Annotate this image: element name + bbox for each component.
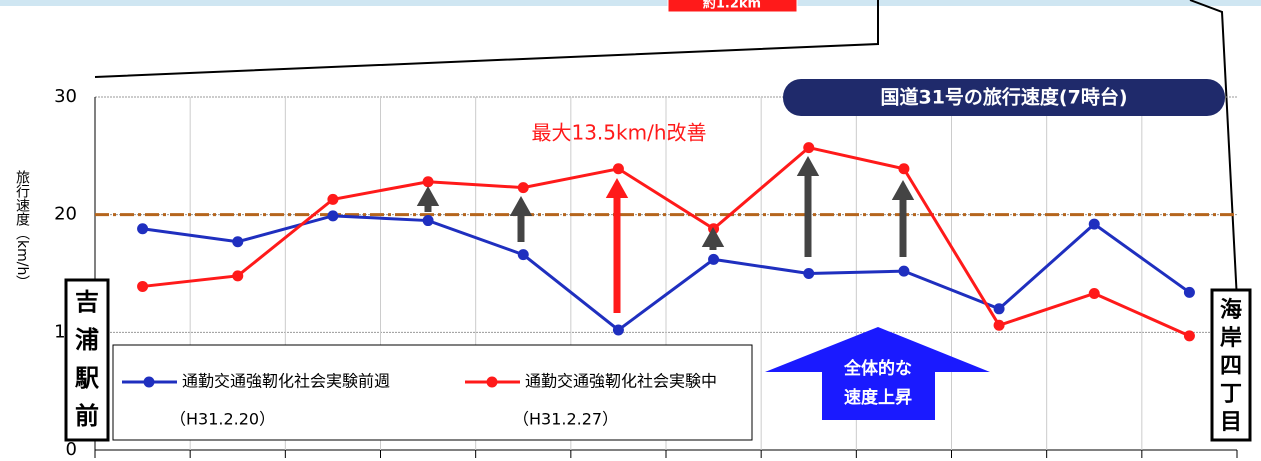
legend-marker	[486, 376, 498, 388]
leader-line	[1189, 0, 1238, 301]
arrow-head	[509, 196, 533, 216]
data-point	[1088, 218, 1100, 230]
y-tick-label: 30	[54, 86, 77, 107]
arrow-head	[605, 178, 629, 198]
stop-label: 海岸四丁目	[1220, 297, 1242, 435]
arrow-head	[891, 180, 915, 200]
data-point	[898, 163, 910, 175]
data-point	[232, 236, 244, 248]
data-point	[993, 303, 1005, 315]
legend-label: 通勤交通強靭化社会実験前週	[182, 372, 390, 391]
data-point	[327, 210, 339, 222]
arrow-head	[416, 186, 440, 206]
data-point	[1183, 286, 1195, 298]
legend-period: （H31.2.20）	[170, 410, 275, 429]
data-point	[612, 163, 624, 175]
data-point	[708, 253, 720, 265]
data-point	[803, 142, 815, 154]
data-point	[612, 324, 624, 336]
distance-box	[667, 0, 798, 13]
stop-box	[1210, 288, 1252, 442]
data-point	[803, 268, 815, 279]
y-tick-label: 20	[54, 204, 77, 225]
legend-period: （H31.2.27）	[513, 410, 618, 429]
legend-label: 通勤交通強靭化社会実験中	[525, 372, 717, 391]
arrow-head	[796, 156, 820, 176]
y-tick-label: 0	[66, 439, 77, 460]
legend	[112, 344, 753, 441]
data-point	[517, 182, 529, 194]
annotation: 最大13.5km/h改善	[531, 121, 706, 145]
data-point	[1088, 288, 1100, 300]
data-point	[137, 280, 149, 292]
stop-box	[64, 278, 110, 442]
data-point	[898, 265, 910, 277]
data-point	[517, 249, 529, 261]
data-point	[422, 176, 434, 188]
data-point	[993, 319, 1005, 331]
data-point	[232, 270, 244, 282]
title-pill	[783, 79, 1225, 116]
data-point	[1183, 330, 1195, 342]
y-axis-label: 旅行速度（km/h）	[14, 170, 30, 289]
annotation: 全体的な	[843, 358, 912, 379]
data-point	[137, 223, 149, 235]
distance-label: 約1.2km	[703, 0, 761, 12]
leader-line	[94, 0, 879, 78]
series-line	[142, 145, 1191, 338]
chart-title: 国道31号の旅行速度(7時台)	[880, 86, 1127, 109]
data-point	[327, 193, 339, 205]
data-point	[422, 215, 434, 227]
stop-label: 吉浦駅前	[75, 288, 99, 430]
overall-arrow	[765, 327, 990, 420]
map-strip	[0, 0, 1261, 6]
annotation: 速度上昇	[844, 387, 912, 408]
legend-marker	[143, 376, 155, 388]
series-line	[142, 214, 1191, 332]
plot	[137, 142, 1195, 342]
arrow-head	[701, 227, 725, 247]
